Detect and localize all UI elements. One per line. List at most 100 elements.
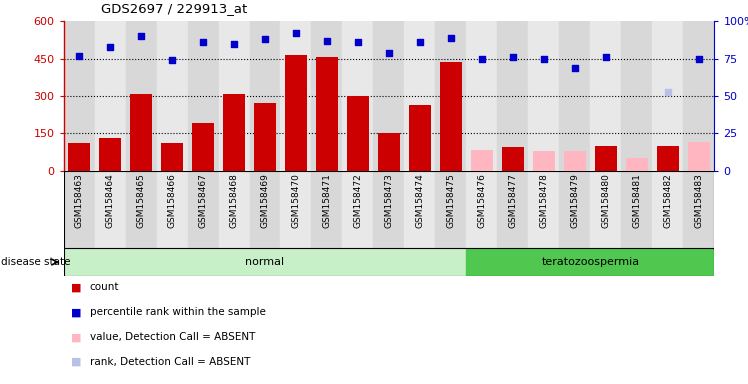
Point [73, 53, 85, 59]
Bar [64, 171, 94, 248]
Bar [218, 171, 250, 248]
Bar [316, 57, 338, 171]
Text: GSM158471: GSM158471 [322, 173, 331, 228]
Bar [595, 146, 616, 171]
Bar [378, 134, 399, 171]
Point [476, 56, 488, 62]
Bar [657, 146, 678, 171]
Bar [405, 171, 435, 248]
Bar [311, 171, 343, 248]
Point [104, 43, 116, 50]
Point [414, 39, 426, 45]
Text: disease state: disease state [1, 257, 70, 267]
Bar [622, 21, 652, 171]
Bar [590, 171, 622, 248]
Text: GSM158477: GSM158477 [509, 173, 518, 228]
Bar [435, 21, 467, 171]
Bar [94, 21, 126, 171]
Bar [409, 105, 431, 171]
Bar [440, 62, 462, 171]
Bar [467, 21, 497, 171]
Bar [560, 21, 590, 171]
Bar [156, 171, 188, 248]
Bar [688, 142, 710, 171]
Bar [64, 248, 467, 276]
Text: GSM158479: GSM158479 [571, 173, 580, 228]
Bar [343, 21, 373, 171]
Bar [250, 21, 280, 171]
Point [507, 54, 519, 60]
Bar [405, 21, 435, 171]
Point [197, 39, 209, 45]
Point [383, 50, 395, 56]
Text: GSM158468: GSM158468 [230, 173, 239, 228]
Bar [156, 21, 188, 171]
Text: GSM158463: GSM158463 [75, 173, 84, 228]
Text: teratozoospermia: teratozoospermia [542, 257, 640, 267]
Text: GSM158470: GSM158470 [292, 173, 301, 228]
Text: ■: ■ [71, 307, 82, 317]
Text: GSM158476: GSM158476 [477, 173, 486, 228]
Bar [192, 124, 214, 171]
Bar [130, 94, 152, 171]
Text: GSM158469: GSM158469 [260, 173, 269, 228]
Bar [373, 171, 405, 248]
Text: GSM158467: GSM158467 [198, 173, 207, 228]
Text: GSM158483: GSM158483 [694, 173, 703, 228]
Text: GSM158478: GSM158478 [539, 173, 548, 228]
Bar [188, 171, 218, 248]
Text: ■: ■ [71, 282, 82, 292]
Bar [564, 151, 586, 171]
Bar [280, 21, 311, 171]
Point [600, 54, 612, 60]
Point [135, 33, 147, 39]
Bar [254, 104, 276, 171]
Bar [467, 171, 497, 248]
Bar [311, 21, 343, 171]
Bar [343, 171, 373, 248]
Text: rank, Detection Call = ABSENT: rank, Detection Call = ABSENT [90, 357, 250, 367]
Point [321, 38, 333, 44]
Bar [99, 139, 121, 171]
Bar [218, 21, 250, 171]
Bar [467, 248, 714, 276]
Text: GSM158466: GSM158466 [168, 173, 177, 228]
Text: normal: normal [245, 257, 284, 267]
Text: GSM158481: GSM158481 [632, 173, 641, 228]
Text: GSM158475: GSM158475 [447, 173, 456, 228]
Bar [64, 21, 94, 171]
Bar [188, 21, 218, 171]
Bar [497, 21, 528, 171]
Bar [626, 159, 648, 171]
Text: GDS2697 / 229913_at: GDS2697 / 229913_at [101, 2, 248, 15]
Bar [590, 21, 622, 171]
Bar [560, 171, 590, 248]
Point [662, 88, 674, 94]
Point [290, 30, 302, 36]
Text: GSM158465: GSM158465 [137, 173, 146, 228]
Point [259, 36, 271, 42]
Bar [652, 171, 684, 248]
Text: GSM158473: GSM158473 [384, 173, 393, 228]
Point [228, 41, 240, 47]
Bar [497, 171, 528, 248]
Text: GSM158472: GSM158472 [354, 173, 363, 228]
Text: count: count [90, 282, 119, 292]
Bar [223, 94, 245, 171]
Bar [373, 21, 405, 171]
Bar [528, 21, 560, 171]
Text: GSM158474: GSM158474 [415, 173, 424, 228]
Bar [285, 55, 307, 171]
Bar [528, 171, 560, 248]
Bar [347, 96, 369, 171]
Bar [280, 171, 311, 248]
Bar [94, 171, 126, 248]
Bar [250, 171, 280, 248]
Bar [471, 150, 493, 171]
Text: ■: ■ [71, 332, 82, 342]
Bar [68, 144, 90, 171]
Bar [161, 144, 183, 171]
Text: ■: ■ [71, 357, 82, 367]
Bar [502, 147, 524, 171]
Point [693, 56, 705, 62]
